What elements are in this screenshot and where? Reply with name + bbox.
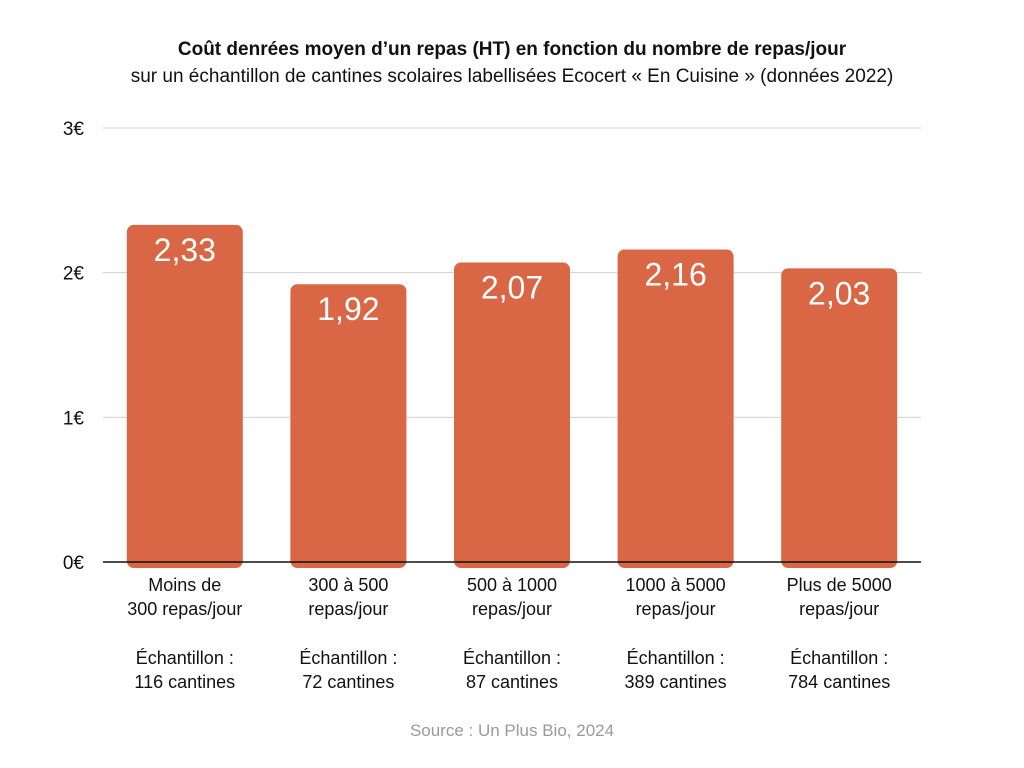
chart-title: Coût denrées moyen d’un repas (HT) en fo… xyxy=(177,39,847,60)
y-tick-label: 3€ xyxy=(63,119,85,140)
sample-size-label: Échantillon : xyxy=(790,648,888,668)
chart-subtitle: sur un échantillon de cantines scolaires… xyxy=(130,66,894,87)
sample-size-label: Échantillon : xyxy=(463,648,561,668)
sample-size-label: Échantillon : xyxy=(299,648,397,668)
sample-size-label: Échantillon : xyxy=(136,648,234,668)
category-label: Plus de 5000 xyxy=(787,575,892,595)
bar xyxy=(781,268,898,568)
y-tick-label: 0€ xyxy=(63,553,85,574)
bar xyxy=(126,224,243,568)
category-label: repas/jour xyxy=(308,599,388,619)
category-label: 1000 à 5000 xyxy=(626,575,726,595)
bar-value-label: 1,92 xyxy=(317,291,379,327)
category-label: 300 à 500 xyxy=(308,575,388,595)
sample-size-label: 389 cantines xyxy=(625,672,727,692)
category-label: 500 à 1000 xyxy=(467,575,557,595)
bar-value-label: 2,03 xyxy=(808,275,870,311)
category-label: repas/jour xyxy=(472,599,552,619)
sample-size-label: 784 cantines xyxy=(788,672,890,692)
y-tick-label: 2€ xyxy=(63,264,85,285)
bar xyxy=(290,284,407,568)
sample-size-label: Échantillon : xyxy=(627,648,725,668)
category-label: 300 repas/jour xyxy=(127,599,242,619)
category-label: repas/jour xyxy=(799,599,879,619)
bar-value-label: 2,33 xyxy=(154,232,216,268)
sample-size-label: 87 cantines xyxy=(466,672,558,692)
sample-size-label: 72 cantines xyxy=(302,672,394,692)
bar-value-label: 2,16 xyxy=(644,257,706,293)
category-label: repas/jour xyxy=(636,599,716,619)
source-note: Source : Un Plus Bio, 2024 xyxy=(409,721,615,740)
bar xyxy=(454,262,570,568)
category-label: Moins de xyxy=(148,575,221,595)
y-tick-label: 1€ xyxy=(63,408,85,429)
bar-value-label: 2,07 xyxy=(481,270,543,306)
bar xyxy=(617,249,734,568)
sample-size-label: 116 cantines xyxy=(134,672,235,692)
